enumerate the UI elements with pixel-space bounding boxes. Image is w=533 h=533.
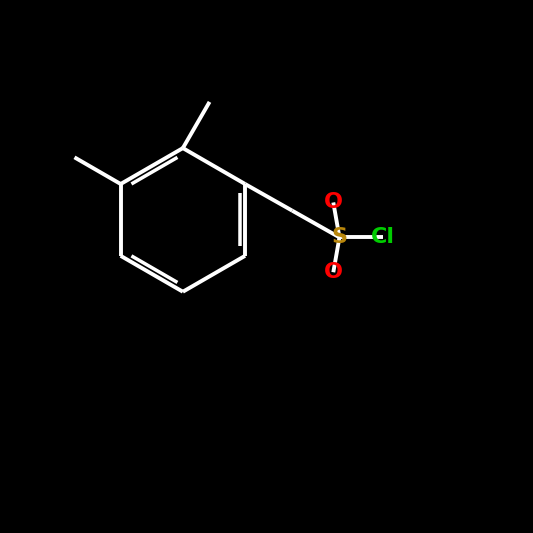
Text: Cl: Cl — [370, 228, 394, 247]
Text: O: O — [324, 262, 343, 282]
Text: O: O — [324, 192, 343, 213]
Text: S: S — [332, 228, 348, 247]
